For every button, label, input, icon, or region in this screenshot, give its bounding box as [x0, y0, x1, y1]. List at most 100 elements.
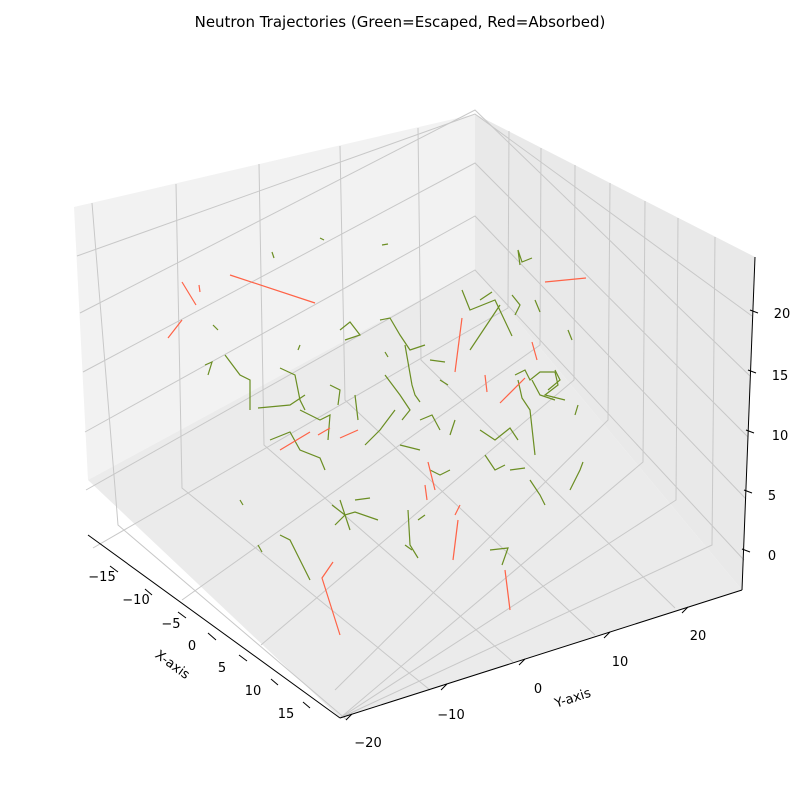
trajectory-absorbed — [531, 341, 538, 361]
trajectory-escaped — [257, 544, 263, 553]
y-tick — [518, 658, 526, 666]
grid-line — [339, 145, 596, 636]
series-absorbed — [167, 274, 587, 636]
trajectory-absorbed — [181, 281, 197, 306]
x-tick — [109, 565, 119, 573]
x-tick-label: −5 — [161, 617, 180, 632]
trajectory-absorbed — [484, 374, 488, 393]
z-tick-label: 0 — [768, 549, 776, 564]
x-tick — [270, 678, 279, 686]
chart-title: Neutron Trajectories (Green=Escaped, Red… — [195, 13, 606, 31]
trajectory-escaped — [279, 534, 311, 581]
x-tick — [238, 654, 248, 662]
grid-line — [92, 130, 510, 549]
trajectory-absorbed — [167, 319, 183, 339]
grid-line — [339, 236, 716, 719]
trajectory-absorbed — [454, 317, 463, 373]
z-tick-label: 10 — [772, 429, 789, 444]
trajectory-escaped — [334, 514, 346, 526]
z-tick-label: 20 — [774, 307, 791, 322]
grid-line — [76, 113, 753, 317]
trajectory-absorbed — [198, 284, 201, 293]
x-tick-label: 15 — [278, 707, 295, 722]
trajectory-escaped — [364, 409, 396, 446]
trajectory-escaped — [384, 374, 411, 421]
y-tick — [603, 631, 611, 639]
trajectory-escaped — [279, 367, 306, 411]
z-tick — [747, 369, 757, 374]
trajectory-escaped — [399, 444, 421, 451]
x-tick — [302, 701, 311, 709]
trajectory-escaped — [469, 304, 501, 351]
trajectory-absorbed — [424, 484, 428, 501]
trajectory-escaped — [384, 351, 389, 358]
trajectory-absorbed — [427, 461, 436, 491]
trajectory-absorbed — [454, 504, 461, 516]
trajectory-escaped — [517, 249, 533, 266]
gridlines — [76, 109, 753, 721]
trajectory-escaped — [381, 243, 389, 246]
x-tick — [177, 611, 187, 619]
x-axis-label: X-axis — [152, 648, 193, 683]
trajectory-escaped — [339, 321, 361, 341]
trajectory-escaped — [297, 344, 301, 351]
trajectory-escaped — [439, 379, 449, 386]
trajectory-escaped — [404, 344, 421, 403]
trajectory-escaped — [329, 384, 341, 406]
grid-line — [85, 269, 745, 561]
y-tick-label: 0 — [534, 682, 542, 697]
y-tick-label: −10 — [437, 708, 464, 723]
pane-floor — [88, 270, 742, 718]
trajectory-escaped — [407, 509, 419, 559]
z-tick — [741, 548, 751, 553]
z-tick-label: 5 — [768, 489, 776, 504]
trajectory-escaped — [567, 329, 573, 341]
trajectory-escaped — [224, 354, 251, 410]
trajectory-absorbed — [544, 277, 587, 283]
y-tick — [440, 683, 448, 691]
y-tick — [345, 713, 353, 721]
trajectory-escaped — [461, 289, 513, 337]
trajectory-escaped — [331, 504, 379, 521]
x-tick-label: 5 — [218, 661, 226, 676]
x-tick-label: −15 — [88, 570, 115, 585]
trajectory-escaped — [269, 431, 326, 471]
x-tick-label: 0 — [188, 639, 196, 654]
x-axis-line — [87, 534, 341, 719]
trajectory-escaped — [404, 544, 413, 551]
trajectory-escaped — [354, 394, 359, 421]
trajectory-escaped — [511, 294, 521, 316]
y-tick — [681, 606, 689, 614]
trajectory-escaped — [484, 454, 506, 471]
trajectory-absorbed — [229, 274, 316, 304]
trajectory-escaped — [479, 427, 519, 441]
y-tick-label: −20 — [354, 736, 381, 751]
trajectory-absorbed — [504, 569, 511, 611]
trajectory-absorbed — [452, 519, 459, 561]
x-tick-label: −10 — [122, 593, 149, 608]
z-tick — [749, 309, 759, 314]
ticks — [109, 309, 759, 721]
pane-left — [74, 114, 475, 480]
trajectory-escaped — [429, 469, 451, 476]
trajectory-absorbed — [339, 429, 359, 439]
grid-line — [84, 215, 747, 500]
y-axis-line — [339, 589, 743, 719]
trajectory-escaped — [212, 324, 219, 331]
grid-line — [175, 183, 431, 691]
trajectory-escaped — [489, 547, 509, 566]
grid-line — [258, 163, 514, 663]
trajectory-absorbed — [279, 431, 311, 451]
trajectory-absorbed — [499, 377, 526, 404]
trajectory-escaped — [449, 419, 456, 436]
x-tick — [207, 632, 217, 641]
z-tick-label: 15 — [772, 369, 789, 384]
trajectory-escaped — [514, 369, 566, 401]
series-escaped — [204, 237, 584, 581]
trajectory-escaped — [417, 514, 426, 521]
tick-labels: −15 −10 −5 0 5 10 15 −20 −10 0 10 20 0 5 10 15 20 — [88, 307, 790, 751]
grid-line — [82, 162, 749, 438]
trajectory-escaped — [319, 237, 325, 241]
